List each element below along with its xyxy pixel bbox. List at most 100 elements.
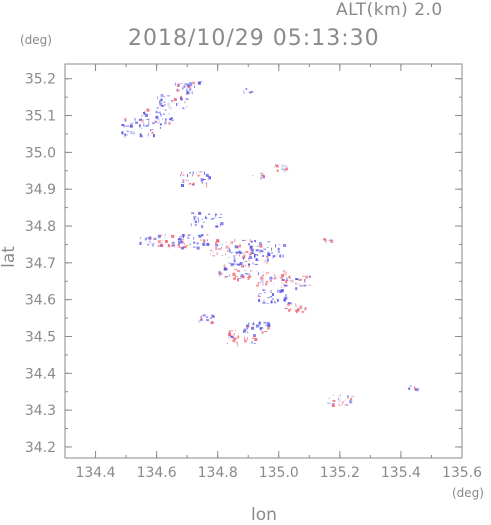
echo-pixel: [160, 98, 163, 102]
echo-pixel: [194, 221, 197, 223]
echo-pixel: [271, 252, 274, 254]
tick-layer: 134.4 134.6 134.8 135.0 135.2 135.4 135.6 34.2 3…: [25, 64, 482, 481]
echo-pixel: [160, 105, 164, 107]
echo-pixel: [192, 174, 193, 177]
echo-pixel: [167, 244, 170, 247]
echo-pixel: [206, 242, 210, 246]
echo-pixel: [194, 86, 196, 88]
echo-pixel: [184, 101, 186, 104]
echo-pixel: [171, 244, 174, 247]
echo-pixel: [160, 94, 164, 97]
echo-pixel: [208, 176, 211, 180]
echo-cluster: [141, 108, 174, 125]
echo-pixel: [144, 113, 145, 115]
echo-pixel: [219, 213, 222, 215]
echo-pixel: [206, 184, 208, 188]
echo-pixel: [347, 397, 349, 399]
echo-pixel: [305, 275, 309, 279]
echo-pixel: [290, 308, 292, 311]
echo-pixel: [141, 119, 144, 123]
x-tick-label: 134.8: [198, 465, 238, 481]
echo-pixel: [182, 181, 185, 183]
echo-pixel: [260, 278, 262, 280]
echo-pixel: [255, 249, 259, 252]
echo-pixel: [206, 316, 208, 318]
echo-pixel: [148, 120, 150, 123]
echo-pixel: [266, 261, 268, 265]
echo-pixel: [206, 316, 209, 318]
echo-pixel: [267, 272, 270, 274]
echo-pixel: [143, 123, 145, 127]
echo-pixel: [191, 91, 193, 95]
echo-pixel: [259, 244, 263, 248]
echo-pixel: [160, 113, 162, 117]
echo-pixel: [248, 264, 250, 268]
echo-pixel: [250, 90, 254, 93]
echo-pixel: [151, 122, 155, 125]
echo-pixel: [258, 293, 262, 295]
echo-pixel: [198, 219, 200, 223]
echo-pixel: [273, 277, 277, 280]
echo-pixel: [219, 274, 221, 276]
echo-pixel: [223, 267, 227, 271]
echo-pixel: [225, 240, 227, 244]
x-tick-label: 135.2: [320, 465, 360, 481]
echo-pixel: [158, 111, 161, 114]
echo-pixel: [251, 326, 255, 330]
echo-pixel: [230, 330, 234, 332]
echo-pixel: [284, 272, 286, 275]
echo-pixel: [201, 218, 203, 220]
echo-pixel: [237, 343, 239, 347]
echo-pixel: [194, 223, 197, 226]
echo-pixel: [237, 275, 238, 277]
echo-cluster: [198, 314, 215, 325]
echo-pixel: [129, 124, 133, 128]
echo-pixel: [164, 235, 166, 239]
echo-pixel: [269, 279, 272, 282]
echo-pixel: [303, 284, 307, 287]
echo-pixel: [228, 262, 231, 264]
echo-pixel: [203, 239, 206, 243]
echo-pixel: [202, 181, 204, 184]
echo-pixel: [233, 260, 235, 262]
echo-cluster: [242, 87, 254, 95]
echo-pixel: [178, 240, 179, 242]
echo-pixel: [281, 168, 285, 170]
echo-pixel: [160, 244, 163, 247]
echo-pixel: [149, 240, 151, 243]
echo-pixel: [237, 245, 239, 249]
echo-cluster: [323, 238, 334, 245]
echo-cluster: [249, 240, 287, 259]
echo-pixel: [187, 234, 191, 236]
echo-pixel: [267, 241, 271, 243]
echo-pixel: [285, 280, 288, 284]
echo-pixel: [278, 244, 280, 246]
echo-pixel: [244, 270, 246, 271]
echo-pixel: [168, 113, 170, 115]
echo-pixel: [187, 236, 190, 239]
echo-pixel: [181, 172, 185, 173]
echo-pixel: [146, 119, 149, 120]
echo-pixel: [193, 218, 196, 221]
echo-pixel: [243, 239, 247, 241]
echo-pixel: [234, 269, 238, 271]
echo-pixel: [224, 276, 227, 279]
echo-pixel: [216, 239, 218, 242]
echo-pixel: [180, 238, 184, 240]
echo-pixel: [208, 177, 210, 181]
echo-pixel: [344, 400, 346, 402]
echo-pixel: [239, 262, 243, 265]
echo-pixel: [255, 258, 258, 262]
echo-pixel: [258, 321, 261, 325]
echo-pixel: [183, 246, 187, 249]
echo-pixel: [150, 237, 152, 240]
echo-pixel: [237, 263, 241, 266]
echo-pixel: [270, 296, 273, 298]
echo-pixel: [185, 245, 189, 247]
echo-pixel: [156, 107, 159, 109]
echo-pixel: [215, 247, 218, 250]
x-tick-label: 135.0: [259, 465, 299, 481]
echo-pixel: [285, 308, 287, 310]
y-tick-label: 34.2: [25, 440, 56, 456]
echo-pixel: [160, 113, 161, 115]
